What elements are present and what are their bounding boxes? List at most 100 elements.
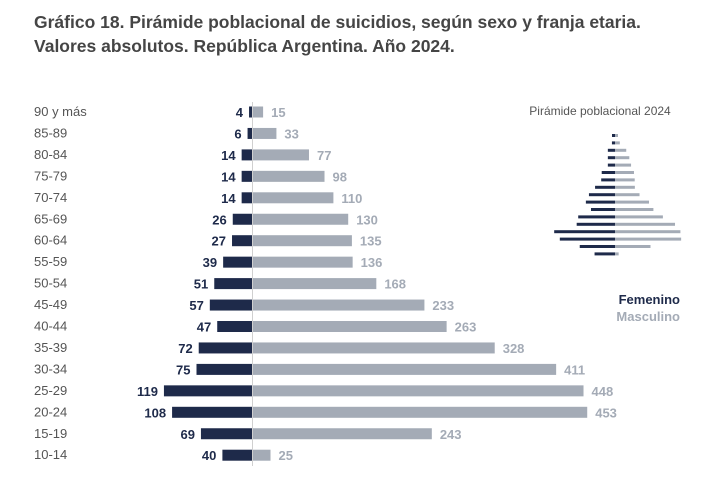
bar-femenino — [214, 278, 252, 290]
value-label-femenino: 27 — [212, 234, 226, 249]
age-label: 15-19 — [34, 426, 67, 441]
inset-bar-femenino — [607, 148, 615, 152]
age-label: 70-74 — [34, 190, 67, 205]
value-label-femenino: 47 — [197, 320, 211, 335]
value-label-femenino: 26 — [212, 212, 226, 227]
bar-femenino — [172, 406, 252, 418]
inset-bar-masculino — [615, 245, 651, 248]
age-label: 90 y más — [34, 104, 87, 119]
inset-bar-femenino — [607, 156, 615, 160]
bar-femenino — [241, 192, 252, 204]
value-label-masculino: 168 — [384, 277, 406, 292]
age-label: 55-59 — [34, 254, 67, 269]
chart-title: Gráfico 18. Pirámide poblacional de suic… — [34, 10, 704, 58]
bar-femenino — [163, 385, 252, 397]
bar-femenino — [222, 449, 252, 461]
age-label: 10-14 — [34, 447, 67, 462]
bar-femenino — [232, 213, 252, 225]
bar-masculino — [252, 449, 271, 461]
inset-bar-masculino — [615, 200, 650, 204]
inset-bar-femenino — [559, 237, 615, 241]
value-label-masculino: 411 — [564, 362, 585, 377]
bar-femenino — [247, 127, 252, 139]
inset-bar-masculino — [615, 208, 654, 211]
inset-bar-masculino — [615, 178, 635, 182]
inset-title: Pirámide poblacional 2024 — [529, 104, 671, 118]
value-label-masculino: 77 — [317, 148, 331, 163]
inset-bar-femenino — [594, 252, 615, 256]
age-label: 60-64 — [34, 233, 67, 248]
value-label-masculino: 328 — [503, 341, 525, 356]
value-label-masculino: 33 — [284, 126, 298, 141]
value-label-femenino: 51 — [194, 277, 208, 292]
age-label: 65-69 — [34, 211, 67, 226]
age-label: 50-54 — [34, 276, 67, 291]
inset-bar-femenino — [601, 178, 615, 182]
inset-bar-masculino — [615, 230, 681, 234]
inset-bar-masculino — [615, 141, 620, 145]
age-label: 40-44 — [34, 319, 67, 334]
inset-bar-masculino — [615, 252, 619, 256]
inset-bar-femenino — [579, 245, 615, 248]
bar-masculino — [252, 342, 495, 354]
inset-bar-femenino — [612, 134, 615, 137]
value-label-masculino: 263 — [455, 320, 477, 335]
age-label: 35-39 — [34, 340, 67, 355]
bar-masculino — [252, 149, 309, 161]
inset-bar-masculino — [615, 156, 630, 160]
inset-bar-masculino — [615, 134, 618, 137]
bar-masculino — [252, 321, 447, 332]
age-label: 30-34 — [34, 361, 67, 376]
inset-bar-femenino — [611, 141, 615, 145]
inset-bar-femenino — [588, 193, 615, 197]
inset-bar-femenino — [585, 200, 615, 204]
bar-femenino — [241, 149, 252, 161]
value-label-femenino: 4 — [236, 105, 244, 120]
inset-bar-femenino — [576, 222, 615, 226]
legend-femenino: Femenino — [618, 292, 680, 307]
value-label-masculino: 98 — [333, 169, 347, 184]
inset-bar-femenino — [595, 185, 615, 189]
inset-bar-masculino — [615, 148, 627, 152]
bar-masculino — [252, 127, 277, 139]
value-label-masculino: 130 — [356, 212, 378, 227]
bar-femenino — [223, 256, 252, 268]
age-label: 80-84 — [34, 147, 67, 162]
value-label-masculino: 448 — [592, 384, 614, 399]
bar-masculino — [252, 385, 584, 397]
value-label-masculino: 15 — [271, 105, 285, 120]
value-label-masculino: 135 — [360, 234, 382, 249]
bar-masculino — [252, 235, 352, 247]
bar-masculino — [252, 406, 588, 418]
bar-masculino — [252, 192, 334, 204]
value-label-femenino: 72 — [178, 341, 192, 356]
bar-masculino — [252, 428, 432, 440]
bar-femenino — [232, 235, 252, 247]
inset-bar-masculino — [615, 193, 640, 197]
value-label-femenino: 39 — [203, 255, 217, 270]
inset-bar-femenino — [590, 208, 615, 211]
bar-masculino — [252, 278, 377, 290]
bar-masculino — [252, 256, 353, 268]
inset-bar-masculino — [615, 185, 635, 189]
value-label-femenino: 14 — [221, 169, 236, 184]
inset-bar-masculino — [615, 237, 682, 241]
value-label-femenino: 75 — [176, 362, 190, 377]
value-label-femenino: 6 — [234, 126, 241, 141]
inset-bar-masculino — [615, 163, 632, 167]
inset-bar-femenino — [578, 215, 615, 219]
value-label-masculino: 25 — [279, 448, 293, 463]
value-label-masculino: 453 — [595, 405, 617, 420]
value-label-masculino: 110 — [341, 191, 362, 206]
age-label: 75-79 — [34, 168, 67, 183]
value-label-femenino: 40 — [202, 448, 216, 463]
age-label: 20-24 — [34, 404, 67, 419]
value-label-masculino: 233 — [432, 298, 454, 313]
bar-femenino — [241, 170, 252, 182]
bar-masculino — [252, 213, 349, 225]
age-label: 25-29 — [34, 383, 67, 398]
inset-bar-femenino — [601, 171, 615, 174]
inset-bar-masculino — [615, 215, 663, 219]
inset-bar-masculino — [615, 222, 676, 226]
